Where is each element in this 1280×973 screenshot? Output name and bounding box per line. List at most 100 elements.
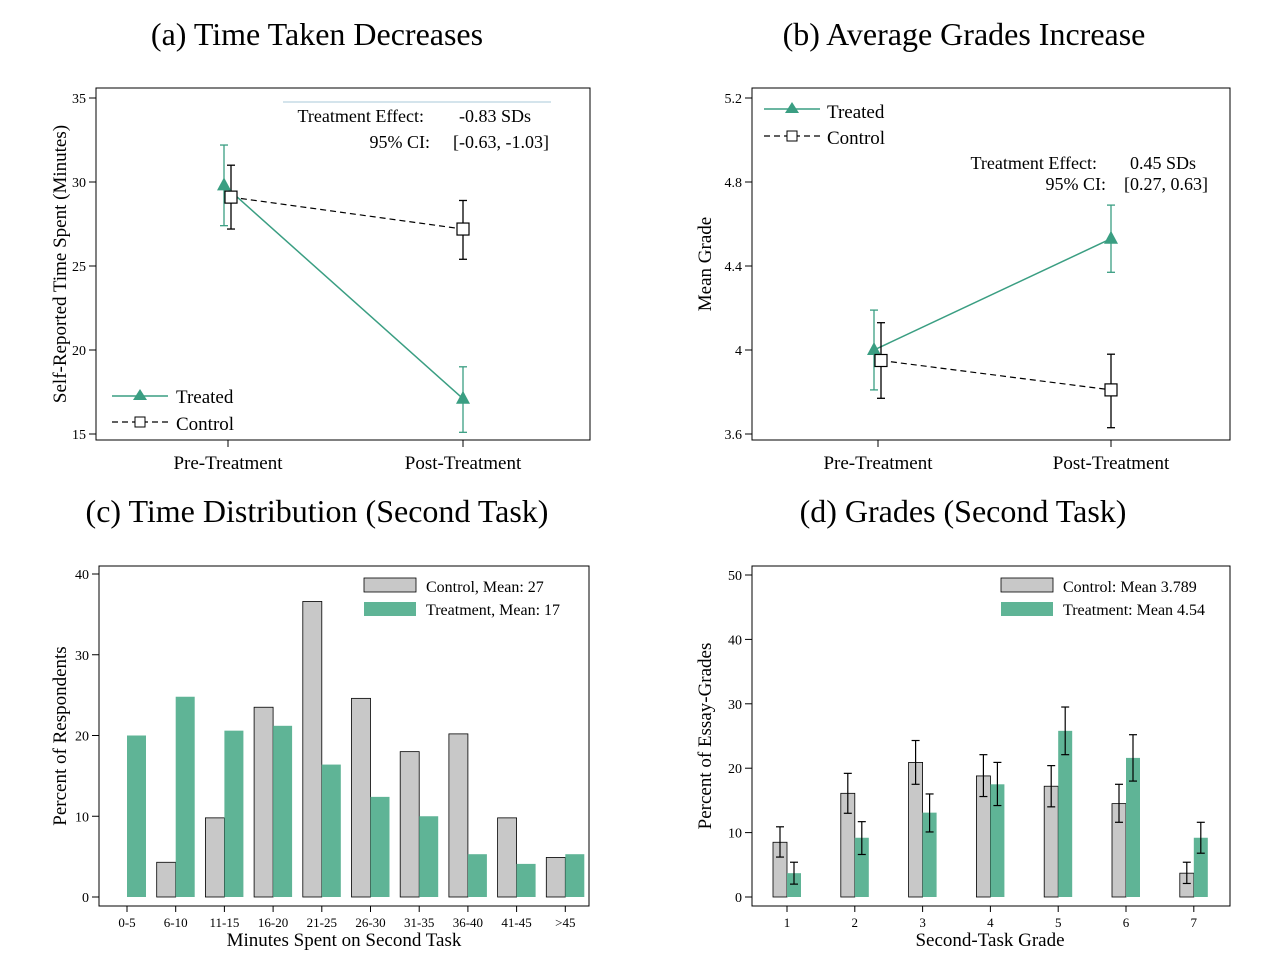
panel-b-treated-line: [873, 238, 1112, 351]
panel-b-series: [867, 204, 1118, 429]
panel-b-control-point: [1104, 383, 1118, 397]
panel-c-treatment-bar: [565, 854, 585, 897]
panel-c-treatment-bar: [419, 816, 439, 897]
panel-d-xtick-label: 4: [987, 915, 994, 930]
panel-c-treatment-bar: [370, 796, 390, 897]
panel-d-treatment-bar: [1193, 837, 1208, 897]
panel-d-xlabel: Second-Task Grade: [915, 930, 1064, 951]
panel-b-effect-label: Treatment Effect:: [971, 153, 1097, 173]
panel-b-ci-label: 95% CI:: [1046, 174, 1107, 194]
panel-b: (b) Average Grades Increase 3.6 4 4.4 4.8 5.…: [695, 16, 1231, 474]
square-marker-icon: [786, 130, 798, 142]
panel-a-ytick-label: 25: [72, 260, 86, 275]
panel-c-control-bar: [399, 751, 420, 898]
panel-a-effect-value: -0.83 SDs: [459, 106, 531, 126]
panel-c-treatment-bar: [175, 696, 195, 897]
panel-c-ytick-label: 30: [75, 649, 89, 664]
panel-d-legend-treatment: Treatment: Mean 4.54: [1063, 602, 1205, 619]
panel-d-treatment-bar: [922, 812, 937, 897]
panel-c-ytick-label: 10: [75, 810, 89, 825]
panel-c-title: (c) Time Distribution (Second Task): [86, 493, 549, 529]
panel-c-treatment-bar: [127, 735, 146, 897]
panel-d-ytick-label: 50: [728, 569, 742, 584]
panel-a-ci-value: [-0.63, -1.03]: [453, 132, 549, 152]
panel-d-legend-control: Control: Mean 3.789: [1063, 579, 1197, 596]
panel-b-treated-point: [867, 342, 881, 355]
panel-b-ytick-label: 5.2: [725, 92, 743, 107]
triangle-marker-icon: [785, 102, 799, 113]
panel-c-xtick-label: 41-45: [501, 915, 531, 930]
panel-d-ylabel: Percent of Essay-Grades: [695, 643, 716, 830]
panel-c-xtick-label: 6-10: [164, 915, 188, 930]
panel-a-xtick-label: Post-Treatment: [405, 453, 522, 474]
panel-c-control-bar: [448, 733, 469, 898]
panel-b-treated-point: [1104, 230, 1118, 244]
panel-a-control-point: [456, 222, 470, 236]
panel-d-ytick-label: 20: [728, 762, 742, 777]
panel-a-legend-treated: Treated: [176, 387, 234, 408]
panel-a-ytick-label: 15: [72, 428, 86, 443]
panel-c-legend: Control, Mean: 27 Treatment, Mean: 17: [363, 577, 560, 619]
panel-c-control-bar: [302, 601, 323, 898]
panel-c-bars: [127, 601, 585, 898]
panel-b-effect-value: 0.45 SDs: [1130, 153, 1196, 173]
panel-c-xtick-label: 31-35: [404, 915, 434, 930]
panel-c-ytick-label: 20: [75, 730, 89, 745]
panel-b-y-axis: 3.6 4 4.4 4.8 5.2: [725, 92, 752, 443]
panel-c-xtick-label: >45: [555, 915, 575, 930]
panel-d-treatment-bar: [787, 873, 801, 897]
panel-d-ytick-label: 10: [728, 827, 742, 842]
panel-d: (d) Grades (Second Task) 0 10 20 30 40 50 1 2 3…: [695, 493, 1231, 951]
panel-a-effect-label: Treatment Effect:: [298, 106, 424, 126]
panel-c: (c) Time Distribution (Second Task) 0 10 2…: [50, 493, 590, 951]
panel-c-legend-control: Control, Mean: 27: [426, 579, 544, 596]
panel-c-xlabel: Minutes Spent on Second Task: [227, 930, 462, 951]
panel-d-plot-frame: [751, 565, 1231, 907]
panel-b-legend-treated: Treated: [827, 102, 885, 123]
panel-c-ytick-label: 0: [82, 891, 89, 906]
panel-b-xtick-label: Pre-Treatment: [823, 453, 933, 474]
panel-c-control-bar: [497, 817, 518, 898]
triangle-marker-icon: [133, 389, 147, 400]
panel-a-y-axis: 15 20 25 30 35: [72, 92, 96, 443]
panel-b-ci-value: [0.27, 0.63]: [1124, 174, 1208, 194]
panel-d-treatment-bar: [990, 784, 1005, 897]
panel-c-control-bar: [253, 706, 274, 898]
panel-d-legend: Control: Mean 3.789 Treatment: Mean 4.54: [1000, 577, 1205, 619]
panel-a-treated-line: [223, 184, 464, 400]
panel-c-xtick-label: 21-25: [307, 915, 337, 930]
panel-a-legend: Treated Control: [112, 387, 234, 435]
panel-c-treatment-bar: [467, 854, 487, 897]
panel-b-control-point: [874, 353, 888, 368]
panel-b-ytick-label: 4.4: [725, 260, 743, 275]
panel-a-series: [217, 144, 470, 433]
panel-b-legend: Treated Control: [764, 102, 885, 149]
panel-d-title: (d) Grades (Second Task): [800, 493, 1127, 529]
panel-c-ytick-label: 40: [75, 568, 89, 583]
panel-c-control-bar: [156, 861, 177, 898]
panel-c-legend-treatment: Treatment, Mean: 17: [426, 602, 560, 619]
panel-b-ylabel: Mean Grade: [695, 217, 716, 311]
panel-d-ytick-label: 30: [728, 698, 742, 713]
panel-c-control-bar: [204, 817, 225, 898]
panel-b-xtick-label: Post-Treatment: [1053, 453, 1170, 474]
panel-a-ci-label: 95% CI:: [370, 132, 431, 152]
panel-d-ytick-label: 40: [728, 633, 742, 648]
panel-c-xtick-label: 11-15: [209, 915, 239, 930]
panel-b-ytick-label: 3.6: [725, 428, 743, 443]
panel-c-treatment-bar: [321, 764, 341, 897]
panel-c-xtick-label: 36-40: [453, 915, 483, 930]
panel-b-legend-control: Control: [827, 128, 885, 149]
panel-a-title: (a) Time Taken Decreases: [151, 16, 483, 52]
panel-d-xtick-label: 2: [852, 915, 859, 930]
panel-a-control-line: [230, 196, 464, 230]
panel-d-xtick-label: 7: [1191, 915, 1198, 930]
panel-b-ytick-label: 4: [735, 344, 742, 359]
panel-d-ytick-label: 0: [735, 891, 742, 906]
panel-a-xtick-label: Pre-Treatment: [173, 453, 283, 474]
panel-b-plot-frame: [751, 87, 1231, 441]
panel-a-ytick-label: 35: [72, 92, 86, 107]
panel-c-treatment-bar: [516, 863, 536, 897]
panel-d-x-axis: 1 2 3 4 5 6 7: [784, 906, 1198, 930]
